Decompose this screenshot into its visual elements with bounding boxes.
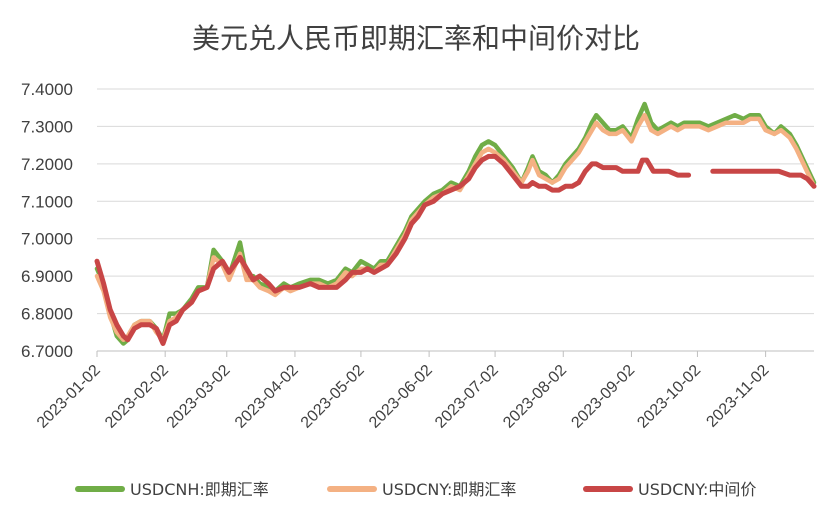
x-tick-label: 2023-10-02 <box>634 362 704 432</box>
y-tick-label: 7.3000 <box>21 117 73 136</box>
y-axis-ticks: 6.7000 6.8000 6.9000 7.0000 7.1000 7.2000 7.30… <box>21 80 73 361</box>
x-tick-label: 2023-05-02 <box>298 362 368 432</box>
x-tick-label: 2023-01-02 <box>34 362 104 432</box>
chart-title: 美元兑人民币即期汇率和中间价对比 <box>192 22 640 55</box>
y-tick-label: 7.2000 <box>21 155 73 174</box>
y-tick-label: 7.0000 <box>21 230 73 249</box>
y-tick-label: 6.8000 <box>21 305 73 324</box>
x-tick-label: 2023-06-02 <box>366 362 436 432</box>
x-tick-label: 2023-04-02 <box>232 362 302 432</box>
y-tick-label: 6.9000 <box>21 267 73 286</box>
y-tick-label: 7.4000 <box>21 80 73 99</box>
x-tick-label: 2023-09-02 <box>568 362 638 432</box>
series-lines <box>94 101 817 346</box>
y-tick-label: 7.1000 <box>21 192 73 211</box>
series-line-2 <box>94 112 817 343</box>
x-axis-ticks: 2023-01-022023-02-022023-03-022023-04-02… <box>34 351 773 432</box>
x-tick-label: 2023-11-02 <box>703 362 772 431</box>
legend-label: USDCNH:即期汇率 <box>130 480 269 499</box>
legend-label: USDCNY:即期汇率 <box>382 480 516 499</box>
series-line-1 <box>94 101 817 346</box>
x-tick-label: 2023-02-02 <box>102 362 172 432</box>
y-tick-label: 6.7000 <box>21 342 73 361</box>
series-line-3 <box>710 168 817 189</box>
legend: USDCNH:即期汇率 USDCNY:即期汇率 USDCNY:中间价 <box>75 480 756 499</box>
x-tick-label: 2023-07-02 <box>432 362 502 432</box>
x-tick-label: 2023-03-02 <box>164 362 234 432</box>
x-tick-label: 2023-08-02 <box>500 362 570 432</box>
series-line-3 <box>94 153 692 346</box>
grid <box>97 88 814 352</box>
legend-label: USDCNY:中间价 <box>638 480 756 499</box>
